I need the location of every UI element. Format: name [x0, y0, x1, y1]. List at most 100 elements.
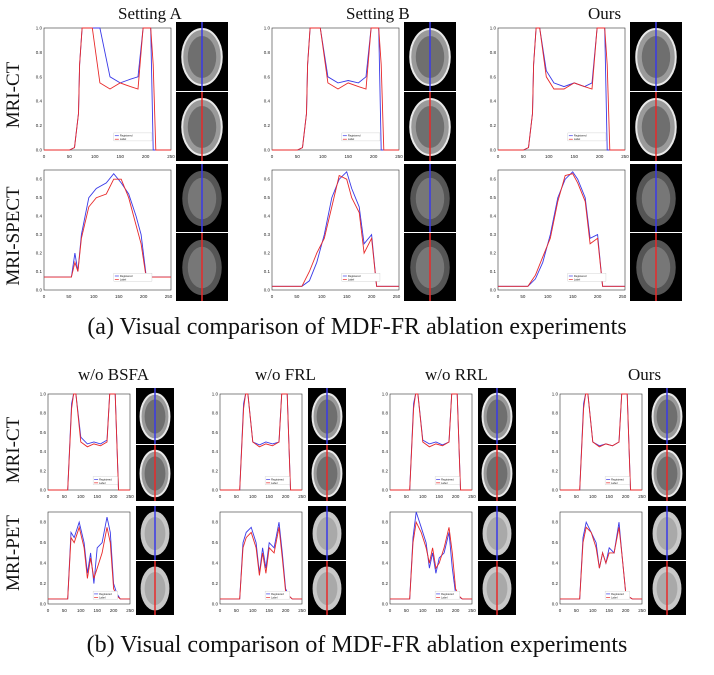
legend-label: Label — [271, 481, 278, 485]
x-tick-label: 0 — [271, 294, 274, 299]
x-tick-label: 0 — [219, 608, 222, 613]
slice-image-pair — [478, 506, 516, 615]
axes-frame — [559, 511, 643, 605]
x-tick-label: 50 — [404, 608, 410, 613]
x-tick-label: 50 — [295, 154, 301, 159]
column-title: w/o BSFA — [78, 365, 150, 384]
slice-image-pair — [404, 164, 456, 301]
y-tick-label: 1.0 — [40, 392, 47, 397]
x-tick-label: 150 — [605, 494, 613, 499]
column-title: w/o FRL — [255, 365, 316, 384]
y-tick-label: 0.0 — [552, 602, 559, 607]
slice-image-pair — [648, 506, 686, 615]
x-tick-label: 100 — [319, 154, 327, 159]
label-slice — [176, 233, 228, 301]
registered-slice — [478, 388, 516, 444]
legend-label: Registered — [99, 592, 112, 596]
registered-slice — [308, 388, 346, 444]
series-line-label — [272, 174, 399, 287]
x-tick-label: 250 — [165, 294, 173, 299]
axes-frame — [497, 169, 626, 291]
x-tick-label: 100 — [589, 494, 597, 499]
x-tick-label: 200 — [594, 294, 602, 299]
legend-label: Registered — [574, 134, 587, 138]
y-tick-label: 0.2 — [212, 581, 219, 586]
series-line-registered — [48, 517, 130, 600]
axes-frame — [47, 393, 131, 491]
x-tick-label: 50 — [67, 154, 73, 159]
y-tick-label: 0.6 — [40, 430, 47, 435]
legend-label: Label — [271, 595, 278, 599]
x-tick-label: 50 — [62, 608, 68, 613]
legend-box — [92, 476, 118, 485]
x-tick-label: 100 — [544, 294, 552, 299]
y-tick-label: 0.4 — [36, 99, 43, 104]
x-tick-label: 100 — [318, 294, 326, 299]
axes-frame — [271, 169, 400, 291]
legend-label: Label — [441, 595, 448, 599]
y-tick-label: 0.6 — [382, 540, 389, 545]
slice-image-pair — [630, 22, 682, 161]
x-tick-label: 150 — [435, 608, 443, 613]
y-tick-label: 0.0 — [40, 488, 47, 493]
line-plot: 0 50 100 150 200 250 0.0 0.2 0.4 0.6 0.8 1.0 Registe… — [490, 26, 629, 160]
label-slice — [136, 561, 174, 615]
y-tick-label: 0.4 — [490, 99, 497, 104]
legend-label: Registered — [120, 134, 133, 138]
y-tick-label: 0.4 — [264, 214, 271, 219]
y-tick-label: 0.3 — [264, 232, 271, 237]
y-tick-label: 0.4 — [36, 214, 43, 219]
x-tick-label: 200 — [140, 294, 148, 299]
registered-slice — [648, 506, 686, 560]
legend-label: Registered — [441, 477, 454, 481]
legend-label: Label — [99, 481, 106, 485]
line-plot: 0 50 100 150 200 250 0.0 0.1 0.2 0.3 0.4 0.5 0.6 Regi… — [36, 169, 173, 299]
series-line-label — [44, 27, 171, 151]
y-tick-label: 0.2 — [264, 251, 271, 256]
y-tick-label: 0.1 — [36, 269, 43, 274]
x-tick-label: 200 — [282, 608, 290, 613]
y-tick-label: 0.0 — [490, 148, 497, 153]
y-tick-label: 0.0 — [264, 148, 271, 153]
x-tick-label: 250 — [126, 494, 134, 499]
row-label: MRI-CT — [3, 416, 24, 484]
x-tick-label: 50 — [66, 294, 72, 299]
legend-label: Registered — [348, 134, 361, 138]
y-tick-label: 0.0 — [40, 602, 47, 607]
column-title: Ours — [628, 365, 662, 384]
legend-label: Registered — [271, 592, 284, 596]
x-tick-label: 250 — [621, 154, 629, 159]
line-plot: 0 50 100 150 200 250 0.0 0.2 0.4 0.6 0.8 Registered… — [40, 511, 134, 613]
line-plot: 0 50 100 150 200 250 0.0 0.2 0.4 0.6 0.8 1.0 Registe… — [552, 392, 646, 500]
y-tick-label: 0.0 — [382, 488, 389, 493]
y-tick-label: 0.4 — [212, 561, 219, 566]
x-tick-label: 250 — [468, 608, 476, 613]
x-tick-label: 100 — [419, 608, 427, 613]
x-tick-label: 200 — [622, 494, 630, 499]
y-tick-label: 0.6 — [490, 74, 497, 79]
registered-slice — [404, 164, 456, 232]
series-line-label — [498, 27, 625, 151]
axes-frame — [47, 511, 131, 605]
y-tick-label: 0.3 — [490, 232, 497, 237]
y-tick-label: 0.0 — [36, 148, 43, 153]
y-tick-label: 0.2 — [490, 123, 497, 128]
y-tick-label: 0.4 — [490, 214, 497, 219]
y-tick-label: 0.2 — [382, 468, 389, 473]
x-tick-label: 0 — [497, 294, 500, 299]
legend-label: Registered — [271, 477, 284, 481]
series-line-label — [498, 173, 625, 287]
legend-box — [434, 476, 460, 485]
legend-box — [341, 132, 381, 142]
legend-box — [264, 590, 290, 600]
x-tick-label: 0 — [389, 608, 392, 613]
legend-label: Label — [611, 595, 618, 599]
x-tick-label: 0 — [47, 608, 50, 613]
x-tick-label: 100 — [545, 154, 553, 159]
y-tick-label: 0.8 — [552, 411, 559, 416]
line-plot: 0 50 100 150 200 250 0.0 0.2 0.4 0.6 0.8 Registered… — [212, 511, 306, 613]
y-tick-label: 0.6 — [40, 540, 47, 545]
series-line-label — [560, 393, 642, 491]
x-tick-label: 100 — [249, 608, 257, 613]
line-plot: 0 50 100 150 200 250 0.0 0.2 0.4 0.6 0.8 1.0 Registe… — [40, 392, 134, 500]
